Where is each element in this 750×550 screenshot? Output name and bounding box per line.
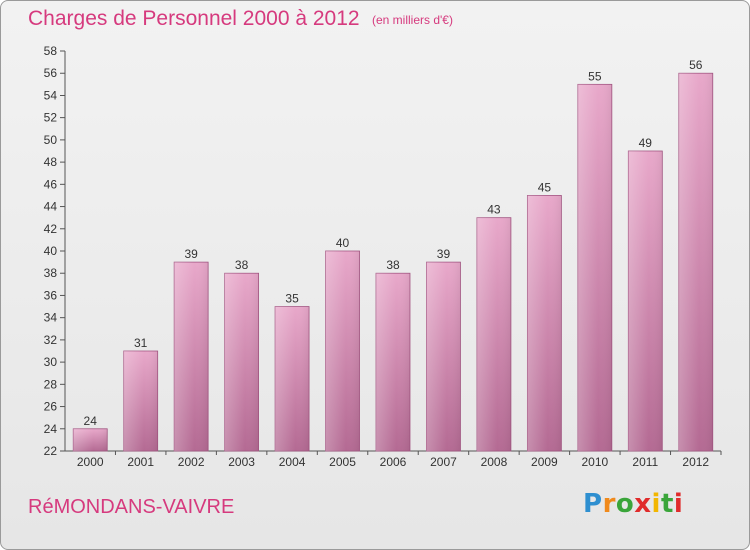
x-tick-label: 2004 xyxy=(279,455,306,469)
data-label: 31 xyxy=(134,336,148,350)
y-tick-label: 34 xyxy=(44,311,58,325)
logo-letter: i xyxy=(651,489,661,519)
proxiti-logo[interactable]: Proxiti xyxy=(583,489,683,519)
data-label: 43 xyxy=(487,203,501,217)
chart-title: Charges de Personnel 2000 à 2012 xyxy=(28,7,360,30)
data-labels: 24 31 39 38 35 40 38 39 43 45 55 49 56 xyxy=(84,58,703,428)
x-tick-label: 2003 xyxy=(228,455,255,469)
data-label: 38 xyxy=(386,258,400,272)
bar-highlight xyxy=(426,262,461,451)
x-tick-label: 2008 xyxy=(481,455,508,469)
y-tick-label: 28 xyxy=(44,377,58,391)
bar-highlight xyxy=(527,195,562,451)
y-tick-label: 30 xyxy=(44,355,58,369)
y-tick-label: 36 xyxy=(44,288,58,302)
bar-highlight xyxy=(678,73,713,451)
x-tick-label: 2010 xyxy=(581,455,608,469)
x-tick-label: 2005 xyxy=(329,455,356,469)
bar-highlight xyxy=(376,273,410,451)
bar-highlight xyxy=(224,273,259,451)
commune-name: RéMONDANS-VAIVRE xyxy=(28,496,235,518)
y-tick-label: 48 xyxy=(44,155,58,169)
y-tick-label: 58 xyxy=(44,44,58,58)
y-tick-label: 26 xyxy=(44,400,58,414)
y-tick-label: 54 xyxy=(44,88,58,102)
x-tick-label: 2006 xyxy=(380,455,407,469)
x-tick-label: 2012 xyxy=(682,455,709,469)
logo-letter: t xyxy=(660,489,674,519)
bar-highlight xyxy=(73,428,108,451)
bar-highlight xyxy=(123,351,158,451)
chart-bars xyxy=(72,72,714,452)
x-tick-label: 2000 xyxy=(77,455,104,469)
y-tick-label: 24 xyxy=(44,422,58,436)
x-tick-label: 2002 xyxy=(178,455,205,469)
y-tick-label: 32 xyxy=(44,333,58,347)
y-tick-label: 40 xyxy=(44,244,58,258)
logo-letter: o xyxy=(615,489,635,519)
bar-highlight xyxy=(275,306,310,451)
y-tick-label: 56 xyxy=(44,66,58,80)
y-tick-label: 42 xyxy=(44,222,58,236)
data-label: 56 xyxy=(689,58,703,72)
bar-highlight xyxy=(628,151,663,451)
logo-letter: i xyxy=(673,489,684,519)
x-tick-label: 2011 xyxy=(632,455,658,469)
logo-letter: P xyxy=(583,489,603,519)
data-label: 40 xyxy=(336,236,350,250)
y-tick-label: 52 xyxy=(44,111,58,125)
data-label: 45 xyxy=(538,180,552,194)
bar-highlight xyxy=(577,84,612,451)
y-tick-labels: 22 24 26 28 30 32 34 36 38 40 42 44 46 48 50 52 54 56 58 xyxy=(44,44,58,458)
bar-highlight xyxy=(476,217,511,451)
y-tick-label: 22 xyxy=(44,444,58,458)
x-tick-labels: 2000 2001 2002 2003 2004 2005 2006 2007 2008 2009… xyxy=(77,455,710,469)
y-tick-label: 46 xyxy=(44,177,58,191)
x-tick-label: 2009 xyxy=(531,455,558,469)
data-label: 49 xyxy=(639,136,653,150)
data-label: 39 xyxy=(184,247,198,261)
logo-letter: x xyxy=(634,489,652,519)
y-tick-label: 50 xyxy=(44,133,58,147)
data-label: 35 xyxy=(285,292,299,306)
bar-highlight xyxy=(174,262,209,451)
y-tick-label: 38 xyxy=(44,266,58,280)
x-tick-label: 2007 xyxy=(430,455,457,469)
data-label: 55 xyxy=(588,69,602,83)
x-tick-label: 2001 xyxy=(127,455,154,469)
y-tick-label: 44 xyxy=(44,200,58,214)
bar-highlight xyxy=(325,251,360,451)
chart-subtitle: (en milliers d'€) xyxy=(372,13,453,27)
data-label: 38 xyxy=(235,258,249,272)
logo-letter: r xyxy=(602,489,616,519)
data-label: 39 xyxy=(437,247,451,261)
data-label: 24 xyxy=(84,414,98,428)
